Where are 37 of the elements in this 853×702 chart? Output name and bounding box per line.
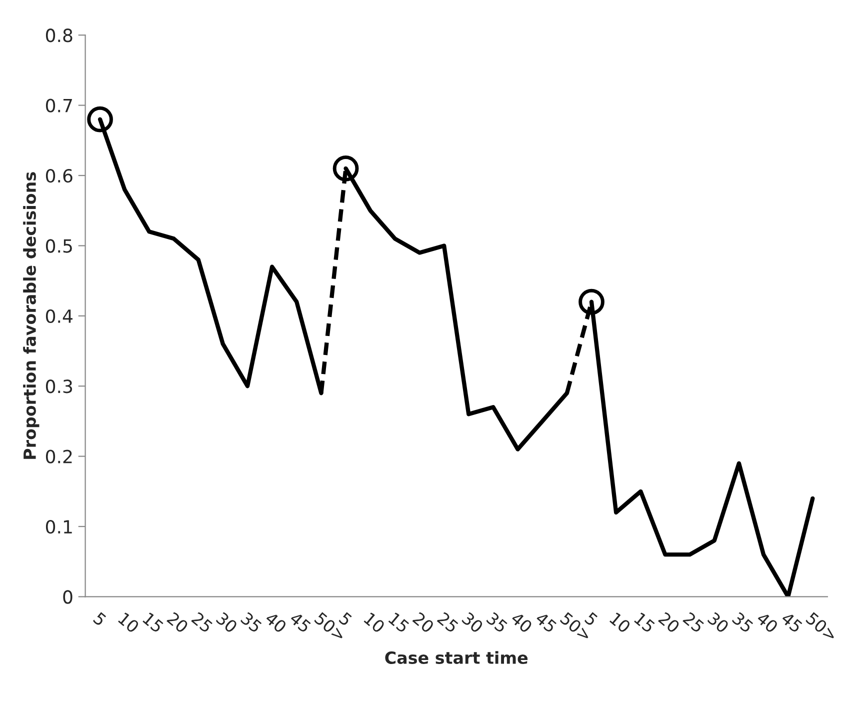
x-tick-label: 45: [780, 612, 803, 634]
x-tick-label: 10: [118, 612, 140, 634]
y-axis-title: Proportion favorable decisions: [23, 172, 40, 459]
x-tick-label: 25: [436, 612, 460, 634]
y-tick-label: 0.4: [46, 309, 72, 324]
y-tick-label: 0.5: [46, 239, 72, 253]
x-axis-title: Case start time: [385, 651, 528, 664]
x-tick-label: 30: [707, 612, 730, 634]
x-tick-label: 20: [412, 612, 435, 634]
x-tick-label: 40: [756, 611, 779, 634]
x-tick-label: 30: [461, 612, 484, 634]
x-tick-label: 45: [534, 612, 558, 634]
x-tick-label: 25: [190, 612, 214, 634]
y-tick-label: 0.8: [46, 28, 72, 42]
x-tick-label: 50>: [805, 612, 838, 642]
y-tick-label: 0.1: [46, 520, 72, 534]
x-tick-label: 45: [288, 612, 312, 634]
y-tick-label: 0.6: [46, 168, 72, 183]
x-tick-label: 10: [609, 612, 632, 634]
x-tick-label: 20: [166, 612, 189, 634]
x-tick-label: 40: [510, 611, 533, 634]
y-tick-label: 0.3: [46, 380, 72, 394]
x-tick-label: 15: [142, 612, 164, 634]
x-tick-label: 35: [240, 612, 262, 634]
y-tick-label: 0.7: [46, 98, 72, 112]
x-tick-label: 25: [682, 612, 705, 634]
x-tick-label: 30: [216, 612, 238, 634]
x-tick-label: 20: [658, 612, 680, 634]
x-tick-label: 15: [388, 612, 410, 634]
y-tick-label: 0.2: [46, 450, 72, 464]
x-tick-label: 35: [732, 612, 754, 634]
x-tick-label: 10: [363, 612, 386, 634]
x-tick-label: 15: [634, 612, 656, 634]
x-tick-label: 40: [264, 611, 288, 634]
x-tick-label: 5: [92, 612, 107, 626]
y-tick-label: 0: [63, 590, 72, 604]
x-tick-label: 35: [486, 612, 508, 634]
